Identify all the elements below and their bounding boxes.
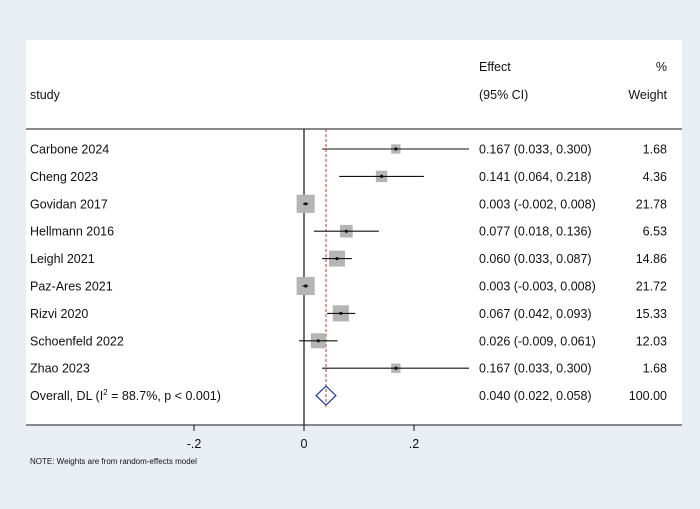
plot-panel: [26, 40, 682, 426]
study-label: Schoenfeld 2022: [30, 334, 124, 348]
weight-text: 21.78: [636, 197, 667, 211]
study-label: Zhao 2023: [30, 362, 90, 376]
study-label: Paz-Ares 2021: [30, 280, 113, 294]
header-weight-pct: %: [656, 60, 667, 74]
study-label: Leighl 2021: [30, 252, 95, 266]
effect-ci-text: 0.003 (-0.002, 0.008): [479, 197, 596, 211]
weight-text: 12.03: [636, 334, 667, 348]
effect-ci-text: 0.026 (-0.009, 0.061): [479, 334, 596, 348]
study-label: Hellmann 2016: [30, 225, 114, 239]
weight-text: 4.36: [643, 170, 667, 184]
header-ci: (95% CI): [479, 88, 528, 102]
study-label: Rizvi 2020: [30, 307, 88, 321]
effect-ci-text: 0.167 (0.033, 0.300): [479, 143, 592, 157]
point-estimate: [304, 284, 308, 288]
point-estimate: [335, 257, 339, 261]
weight-text: 15.33: [636, 307, 667, 321]
effect-ci-text: 0.141 (0.064, 0.218): [479, 170, 592, 184]
header-study: study: [30, 88, 61, 102]
x-tick-label: -.2: [187, 437, 202, 451]
effect-ci-text: 0.077 (0.018, 0.136): [479, 225, 592, 239]
effect-ci-text: 0.167 (0.033, 0.300): [479, 362, 592, 376]
footnote: NOTE: Weights are from random-effects mo…: [30, 457, 197, 466]
x-tick-label: .2: [409, 437, 419, 451]
overall-diamond: [315, 385, 337, 406]
study-label: Carbone 2024: [30, 143, 109, 157]
study-label: Cheng 2023: [30, 170, 98, 184]
weight-text: 14.86: [636, 252, 667, 266]
weight-text: 6.53: [643, 225, 667, 239]
weight-text: 21.72: [636, 280, 667, 294]
point-estimate: [304, 202, 308, 206]
effect-ci-text: 0.067 (0.042, 0.093): [479, 307, 592, 321]
x-tick-label: 0: [301, 437, 308, 451]
point-estimate: [316, 339, 320, 343]
point-estimate: [379, 174, 384, 178]
study-label: Govidan 2017: [30, 197, 108, 211]
effect-ci-text: 0.060 (0.033, 0.087): [479, 252, 592, 266]
header-effect: Effect: [479, 60, 511, 74]
effect-ci-text: 0.003 (-0.003, 0.008): [479, 280, 596, 294]
point-estimate: [394, 366, 398, 370]
point-estimate: [344, 229, 348, 233]
weight-text: 1.68: [643, 362, 667, 376]
overall-weight-text: 100.00: [629, 389, 667, 403]
overall-effect-ci-text: 0.040 (0.022, 0.058): [479, 389, 592, 403]
weight-text: 1.68: [643, 143, 667, 157]
overall-label: Overall, DL (I2 = 88.7%, p < 0.001): [30, 388, 221, 403]
point-estimate: [339, 311, 343, 315]
point-estimate: [394, 147, 398, 151]
header-weight: Weight: [628, 88, 667, 102]
